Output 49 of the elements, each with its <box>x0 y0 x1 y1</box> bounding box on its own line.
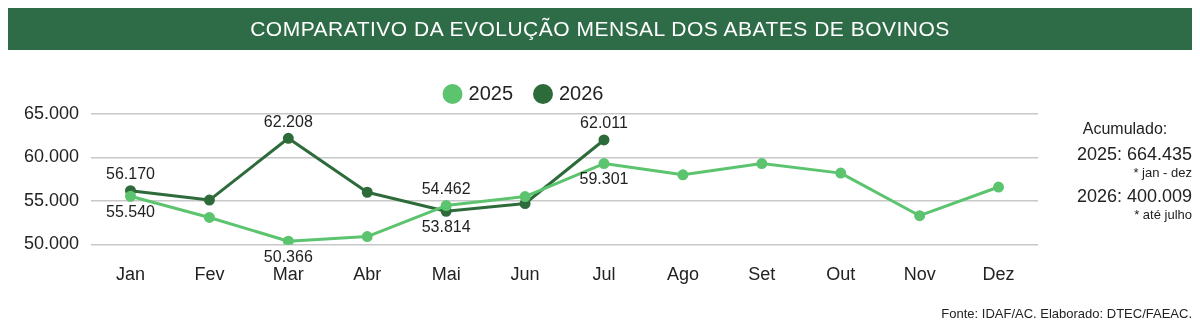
x-tick-label: Mar <box>272 264 304 285</box>
chart-title: COMPARATIVO DA EVOLUÇÃO MENSAL DOS ABATES DE BOVINOS <box>8 8 1192 50</box>
x-tick-label: Out <box>826 264 856 285</box>
point <box>993 181 1005 193</box>
point <box>756 158 768 170</box>
y-tick-label: 65.000 <box>23 102 80 123</box>
y-tick-label: 55.000 <box>23 189 80 210</box>
y-tick-label: 60.000 <box>23 146 80 167</box>
x-tick-label: Dez <box>982 264 1015 285</box>
point <box>440 200 452 212</box>
point <box>519 191 531 203</box>
data-label: 50.366 <box>263 247 313 265</box>
x-tick-label: Jul <box>592 264 616 285</box>
data-label: 55.540 <box>106 202 156 220</box>
text: Acumulado: <box>1081 120 1169 138</box>
x-tick-label: Set <box>748 264 776 285</box>
data-label: 53.814 <box>421 217 471 235</box>
point <box>203 211 215 223</box>
x-tick-label: Ago <box>666 264 699 285</box>
legend-label: 2025 <box>468 81 514 104</box>
x-tick-label: Jun <box>510 264 540 285</box>
point <box>598 158 610 170</box>
point <box>282 132 294 144</box>
source-note: Fonte: IDAF/AC. Elaborado: DTEC/FAEAC. <box>940 306 1192 321</box>
data-label: 56.170 <box>106 165 156 183</box>
data-label: 59.301 <box>579 169 629 187</box>
x-tick-label: Nov <box>903 264 936 285</box>
x-tick-label: Fev <box>194 264 225 285</box>
point <box>835 167 847 179</box>
text: 2025: 664.435 <box>1075 144 1192 165</box>
x-tick-label: Abr <box>353 264 382 285</box>
y-tick-label: 50.000 <box>23 233 80 254</box>
point <box>125 190 137 202</box>
point <box>282 235 294 245</box>
data-label: 62.011 <box>580 114 628 132</box>
point <box>598 134 610 146</box>
x-tick-label: Mai <box>431 264 461 285</box>
data-label: 54.462 <box>421 180 471 198</box>
point <box>361 186 373 198</box>
point <box>914 210 926 222</box>
legend-label: 2026 <box>559 81 604 104</box>
data-label: 62.208 <box>263 112 313 130</box>
text: * jan - dez <box>1132 165 1192 180</box>
x-tick-label: Jan <box>116 264 146 285</box>
text: * até julho <box>1133 207 1192 222</box>
text: 2026: 400.009 <box>1075 186 1192 207</box>
point <box>361 231 373 243</box>
point <box>203 194 215 206</box>
point <box>677 169 689 181</box>
